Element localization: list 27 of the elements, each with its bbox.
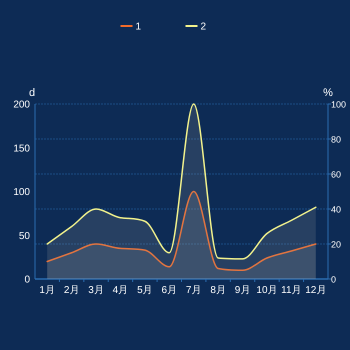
x-tick-label: 3月 xyxy=(88,285,104,296)
x-tick-label: 5月 xyxy=(137,285,153,296)
y-tick-label: 150 xyxy=(13,143,30,154)
x-tick-label: 4月 xyxy=(112,285,128,296)
x-tick-label: 12月 xyxy=(305,285,326,296)
x-tick-label: 10月 xyxy=(256,285,278,296)
y2-axis-title: % xyxy=(323,87,334,99)
y-axis-title: d xyxy=(28,87,36,99)
x-tick-label: 8月 xyxy=(210,285,226,296)
x-tick-label: 1月 xyxy=(39,285,55,296)
y2-tick-label: 40 xyxy=(331,204,342,214)
y-tick-label: 200 xyxy=(13,100,30,110)
y2-tick-label: 100 xyxy=(331,100,346,110)
y-tick-label: 100 xyxy=(13,187,30,198)
y-tick-label: 50 xyxy=(18,230,30,242)
y2-tick-label: 20 xyxy=(331,240,342,250)
y2-tick-label: 0 xyxy=(331,274,336,284)
x-tick-label: 9月 xyxy=(234,285,250,296)
x-tick-label: 2月 xyxy=(64,285,80,296)
y-tick-label: 0 xyxy=(24,274,30,286)
y2-tick-label: 80 xyxy=(331,134,342,144)
x-tick-label: 6月 xyxy=(162,285,178,296)
y2-tick-label: 60 xyxy=(331,170,342,180)
legend-label: 1 xyxy=(136,22,142,32)
x-tick-label: 7月 xyxy=(186,285,202,296)
x-tick-label: 11月 xyxy=(281,285,302,296)
legend-label: 2 xyxy=(200,22,206,32)
